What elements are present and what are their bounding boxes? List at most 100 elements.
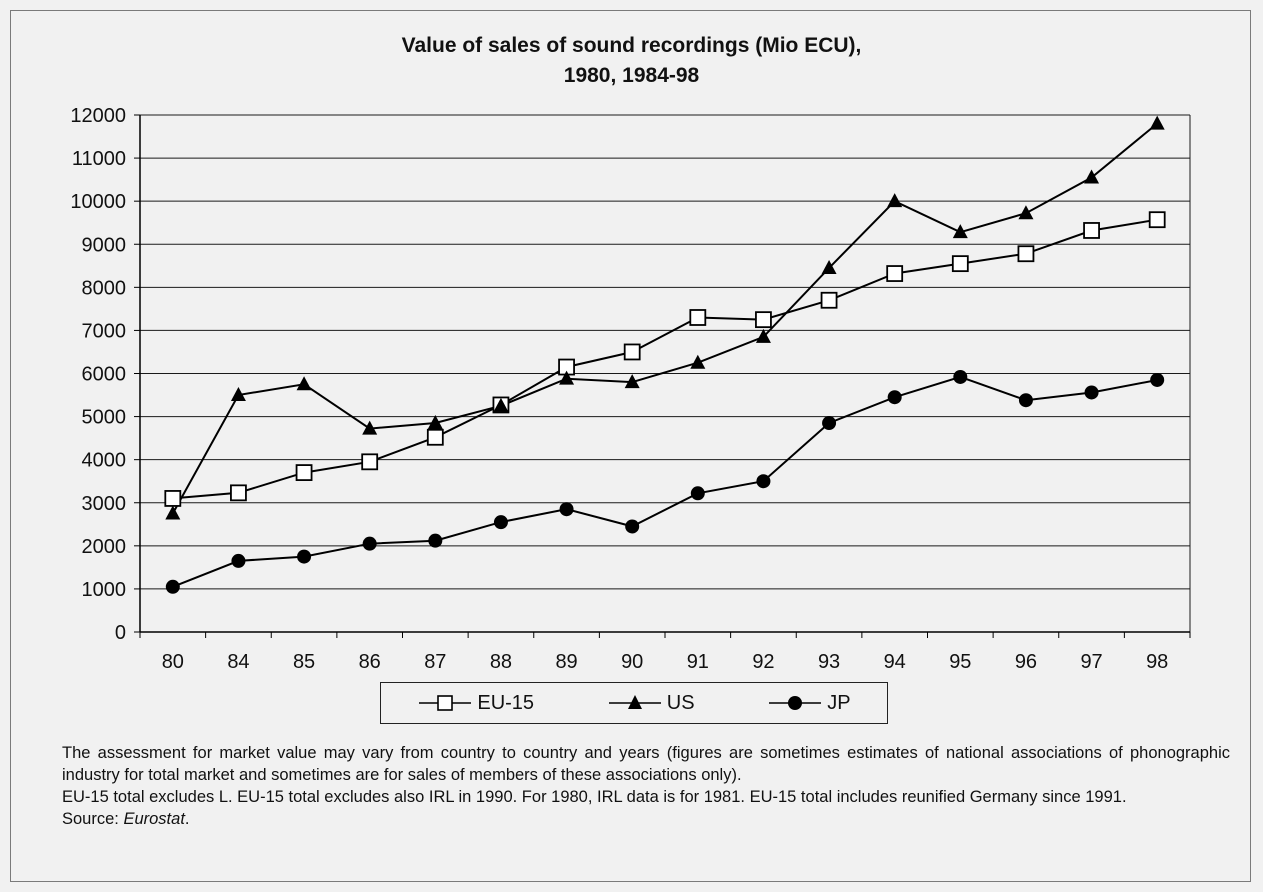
point-us [230,387,246,402]
point-eu15 [755,311,772,329]
point-eu15 [361,453,379,471]
point-eu15 [1017,245,1035,263]
point-us [887,193,903,208]
point-jp [165,579,180,594]
x-tick-label: 96 [1015,651,1037,673]
point-jp [953,369,968,384]
point-us [493,397,509,412]
point-jp [493,515,508,530]
chart-frame [10,10,1251,882]
point-jp [297,549,312,564]
y-tick-label: 2000 [82,536,127,558]
y-tick-label: 1000 [82,579,127,601]
source-label: Source: [62,810,124,828]
legend-item-us: US [607,692,695,715]
point-jp [362,536,377,551]
point-eu15 [886,265,904,282]
point-us [1149,115,1165,130]
x-tick-label: 91 [687,651,709,673]
x-tick-label: 97 [1080,651,1102,673]
point-jp [1084,385,1099,400]
x-tick-label: 98 [1146,651,1168,673]
point-us [1084,169,1100,184]
footnote-source: Source: Eurostat. [62,808,1230,830]
source-end: . [184,810,190,828]
point-us [690,354,706,369]
point-jp [756,474,771,489]
point-jp [428,533,443,548]
footnote-methodology: The assessment for market value may vary… [62,744,1230,784]
point-jp [887,390,902,405]
x-tick-label: 84 [227,651,249,673]
legend-label-us: US [666,691,695,714]
point-us [755,328,771,343]
point-eu15 [295,464,313,481]
legend-item-eu15: EU-15 [417,692,534,715]
x-tick-label: 85 [293,651,315,673]
y-tick-label: 0 [115,622,126,644]
point-us [821,259,837,274]
legend-label-jp: JP [827,691,851,714]
point-us [559,370,575,385]
point-us [165,505,181,520]
chart-title-line-1: Value of sales of sound recordings (Mio … [401,34,862,57]
x-tick-label: 90 [621,651,643,673]
point-jp [1150,372,1165,387]
y-tick-label: 7000 [82,320,127,342]
x-tick-label: 92 [752,651,774,673]
x-tick-label: 93 [818,651,840,673]
x-tick-label: 89 [555,651,577,673]
point-us [362,420,378,435]
point-eu15 [689,309,707,326]
circle-marker-icon [769,696,822,710]
square-marker-icon [419,695,472,711]
x-tick-label: 87 [424,651,446,673]
chart-plot: 0 1000 2000 3000 4000 5000 6000 7000 8000 9000 100… [70,105,1191,673]
point-jp [625,519,640,534]
y-tick-label: 12000 [70,105,126,127]
point-us [952,224,968,239]
x-tick-label: 94 [884,651,906,673]
x-tick-label: 95 [949,651,971,673]
point-jp [231,553,246,568]
legend-label-eu15: EU-15 [477,691,535,714]
point-us [1018,205,1034,220]
chart-footnote: The assessment for market value may vary… [62,742,1230,830]
point-eu15 [426,428,444,446]
point-eu15 [1083,222,1100,239]
point-jp [559,502,574,517]
series-line-jp [172,375,1158,588]
x-tick-label: 88 [490,651,512,673]
x-tick-label: 80 [162,651,184,673]
point-us [624,374,640,389]
point-us [427,415,443,430]
triangle-marker-icon [608,695,661,709]
point-jp [1018,393,1033,408]
point-us [296,376,312,391]
y-tick-label: 3000 [82,493,127,515]
y-tick-label: 4000 [82,450,127,472]
y-tick-label: 6000 [82,364,127,386]
y-tick-label: 11000 [72,148,126,170]
point-eu15 [623,343,641,361]
footnote-coverage: EU-15 total excludes L. EU-15 total excl… [62,788,1127,806]
chart-legend: EU-15 US JP [380,682,888,724]
legend-item-jp: JP [767,691,851,715]
point-eu15 [164,490,182,507]
y-tick-label: 10000 [70,191,126,213]
source-name: Eurostat [123,810,185,828]
point-eu15 [1148,211,1166,229]
series-line-eu15 [172,218,1158,500]
point-jp [690,486,705,501]
point-jp [822,416,837,431]
y-tick-label: 8000 [82,277,127,299]
y-tick-label: 5000 [82,407,127,429]
y-tick-label: 9000 [82,234,127,256]
point-eu15 [230,484,247,502]
point-eu15 [820,291,838,309]
series-line-us [171,122,1158,514]
chart-title-line-2: 1980, 1984-98 [563,64,700,87]
point-eu15 [951,255,969,273]
x-tick-label: 86 [359,651,381,673]
